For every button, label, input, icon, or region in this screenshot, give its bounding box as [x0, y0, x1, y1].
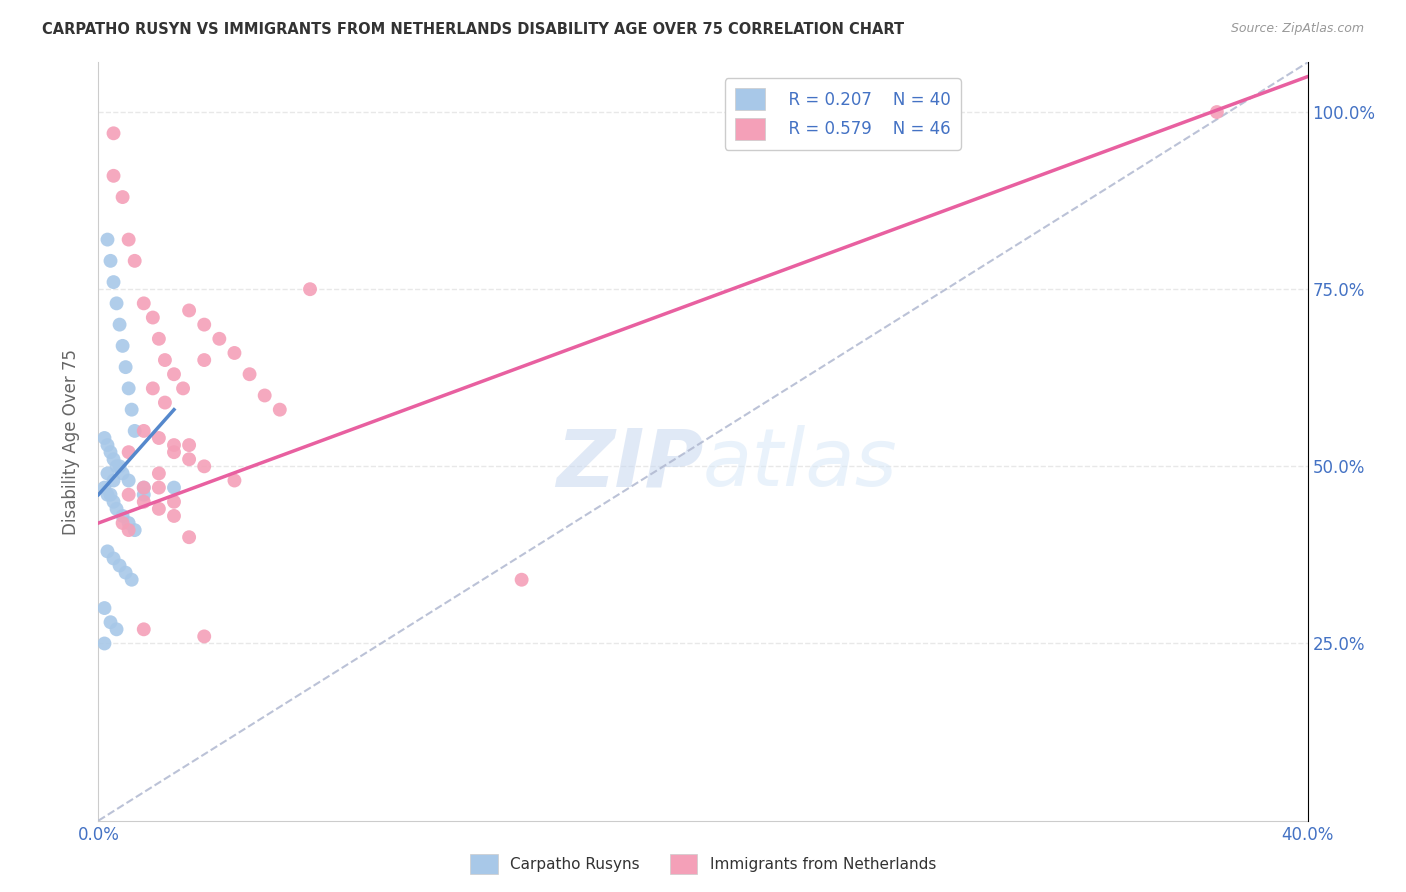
Text: atlas: atlas	[703, 425, 898, 503]
Point	[179, 303, 201, 318]
Point	[510, 573, 533, 587]
Point	[148, 467, 170, 481]
Text: Source: ZipAtlas.com: Source: ZipAtlas.com	[1230, 22, 1364, 36]
Point	[111, 508, 134, 523]
Point	[111, 467, 134, 481]
Point	[132, 488, 155, 502]
Point	[114, 360, 136, 375]
Point	[163, 445, 186, 459]
Text: ZIP: ZIP	[555, 425, 703, 503]
Point	[100, 488, 122, 502]
Point	[103, 126, 125, 140]
Point	[121, 402, 143, 417]
Point	[172, 381, 194, 395]
Point	[108, 459, 131, 474]
Point	[93, 481, 115, 495]
Point	[108, 558, 131, 573]
Point	[96, 467, 118, 481]
Point	[253, 388, 276, 402]
Point	[96, 488, 118, 502]
Point	[105, 501, 128, 516]
Point	[111, 516, 134, 530]
Point	[193, 459, 215, 474]
Point	[108, 318, 131, 332]
Point	[103, 275, 125, 289]
Point	[299, 282, 322, 296]
Point	[208, 332, 231, 346]
Point	[118, 488, 141, 502]
Point	[105, 623, 128, 637]
Point	[153, 395, 176, 409]
Y-axis label: Disability Age Over 75: Disability Age Over 75	[62, 349, 80, 534]
Point	[96, 544, 118, 558]
Point	[179, 438, 201, 452]
Point	[118, 523, 141, 537]
Point	[124, 424, 146, 438]
Point	[103, 551, 125, 566]
Point	[111, 339, 134, 353]
Point	[118, 445, 141, 459]
Point	[124, 253, 146, 268]
Point	[103, 495, 125, 509]
Point	[148, 501, 170, 516]
Point	[103, 169, 125, 183]
Point	[193, 629, 215, 643]
Point	[105, 296, 128, 310]
Point	[148, 481, 170, 495]
Point	[132, 481, 155, 495]
Point	[239, 368, 262, 382]
Point	[132, 296, 155, 310]
Point	[193, 353, 215, 368]
Point	[1206, 105, 1229, 120]
Point	[93, 431, 115, 445]
Point	[132, 424, 155, 438]
Point	[179, 530, 201, 544]
Point	[118, 381, 141, 395]
Point	[114, 566, 136, 580]
Point	[93, 601, 115, 615]
Point	[224, 474, 246, 488]
Text: CARPATHO RUSYN VS IMMIGRANTS FROM NETHERLANDS DISABILITY AGE OVER 75 CORRELATION: CARPATHO RUSYN VS IMMIGRANTS FROM NETHER…	[42, 22, 904, 37]
Point	[163, 368, 186, 382]
Point	[103, 452, 125, 467]
Point	[100, 253, 122, 268]
Point	[179, 452, 201, 467]
Point	[163, 495, 186, 509]
Point	[124, 523, 146, 537]
Point	[142, 310, 165, 325]
Point	[118, 233, 141, 247]
Point	[269, 402, 291, 417]
Point	[121, 573, 143, 587]
Point	[105, 459, 128, 474]
Point	[132, 623, 155, 637]
Point	[93, 636, 115, 650]
Point	[118, 516, 141, 530]
Point	[96, 438, 118, 452]
Point	[132, 495, 155, 509]
Point	[224, 346, 246, 360]
Point	[148, 332, 170, 346]
Point	[100, 445, 122, 459]
Point	[163, 438, 186, 452]
Point	[103, 474, 125, 488]
Point	[163, 508, 186, 523]
Legend:   R = 0.207    N = 40,   R = 0.579    N = 46: R = 0.207 N = 40, R = 0.579 N = 46	[724, 78, 960, 150]
Point	[193, 318, 215, 332]
Point	[132, 481, 155, 495]
Point	[153, 353, 176, 368]
Point	[142, 381, 165, 395]
Legend: Carpatho Rusyns, Immigrants from Netherlands: Carpatho Rusyns, Immigrants from Netherl…	[464, 848, 942, 880]
Point	[111, 190, 134, 204]
Point	[163, 481, 186, 495]
Point	[100, 615, 122, 630]
Point	[118, 474, 141, 488]
Point	[96, 233, 118, 247]
Point	[148, 431, 170, 445]
